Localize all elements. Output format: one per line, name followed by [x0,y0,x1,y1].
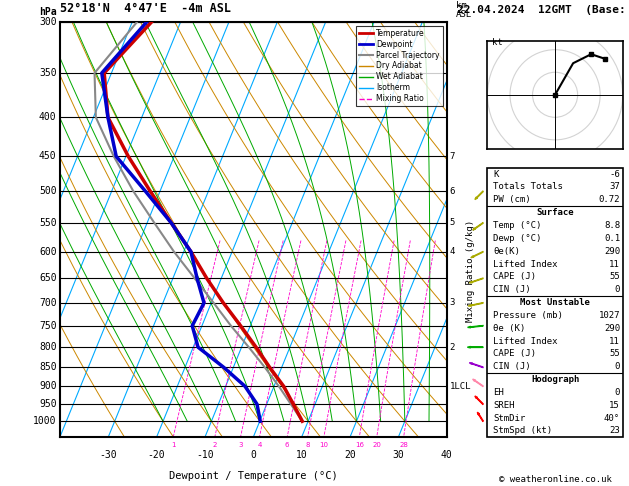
Text: 11: 11 [610,260,620,268]
Text: 11: 11 [610,337,620,346]
Text: 8.8: 8.8 [604,221,620,230]
Text: Lifted Index: Lifted Index [493,337,557,346]
Text: PW (cm): PW (cm) [493,195,530,204]
Text: 1027: 1027 [599,311,620,320]
Legend: Temperature, Dewpoint, Parcel Trajectory, Dry Adiabat, Wet Adiabat, Isotherm, Mi: Temperature, Dewpoint, Parcel Trajectory… [357,26,443,106]
Text: θe(K): θe(K) [493,247,520,256]
Text: 290: 290 [604,247,620,256]
Text: 850: 850 [39,362,57,372]
Text: Dewpoint / Temperature (°C): Dewpoint / Temperature (°C) [169,471,338,481]
Text: 500: 500 [39,186,57,196]
Text: 5: 5 [450,218,455,227]
Text: 55: 55 [610,349,620,358]
Text: 900: 900 [39,382,57,391]
Text: -20: -20 [148,450,165,460]
Text: © weatheronline.co.uk: © weatheronline.co.uk [499,474,611,484]
Text: 3: 3 [450,298,455,308]
Text: 450: 450 [39,151,57,161]
Text: 300: 300 [39,17,57,27]
Text: Lifted Index: Lifted Index [493,260,557,268]
Text: 28: 28 [399,442,408,448]
Text: Mixing Ratio (g/kg): Mixing Ratio (g/kg) [466,220,475,322]
Text: 40°: 40° [604,414,620,423]
Text: 30: 30 [392,450,404,460]
Text: 7: 7 [450,152,455,161]
Text: EH: EH [493,388,504,397]
Text: 1LCL: 1LCL [450,382,471,391]
Text: 290: 290 [604,324,620,333]
Text: 10: 10 [296,450,308,460]
Text: km
ASL: km ASL [456,1,472,19]
Text: 750: 750 [39,321,57,331]
Text: 350: 350 [39,68,57,78]
Text: 2: 2 [213,442,217,448]
Text: 3: 3 [238,442,243,448]
Text: 23: 23 [610,427,620,435]
Text: 600: 600 [39,247,57,257]
Text: 40: 40 [441,450,452,460]
Text: 6: 6 [285,442,289,448]
Text: 0: 0 [615,388,620,397]
Text: 10: 10 [320,442,328,448]
Text: 800: 800 [39,342,57,352]
Text: Dewp (°C): Dewp (°C) [493,234,542,243]
Text: CAPE (J): CAPE (J) [493,349,536,358]
Text: 37: 37 [610,182,620,191]
Text: Pressure (mb): Pressure (mb) [493,311,563,320]
Text: -10: -10 [196,450,214,460]
Text: -6: -6 [610,170,620,178]
Text: 20: 20 [344,450,356,460]
Text: θe (K): θe (K) [493,324,525,333]
Text: Hodograph: Hodograph [531,375,579,384]
Text: 2: 2 [450,343,455,352]
Text: 6: 6 [450,187,455,196]
Text: 0.72: 0.72 [599,195,620,204]
Text: 650: 650 [39,273,57,283]
Text: Surface: Surface [537,208,574,217]
Text: K: K [493,170,498,178]
Text: -30: -30 [99,450,117,460]
Text: 0: 0 [615,285,620,294]
Text: 16: 16 [355,442,364,448]
Text: StmSpd (kt): StmSpd (kt) [493,427,552,435]
Text: 4: 4 [450,247,455,256]
Text: Most Unstable: Most Unstable [520,298,590,307]
Text: 52°18'N  4°47'E  -4m ASL: 52°18'N 4°47'E -4m ASL [60,1,231,15]
Text: 1000: 1000 [33,416,57,426]
Text: Temp (°C): Temp (°C) [493,221,542,230]
Text: 55: 55 [610,272,620,281]
Text: 950: 950 [39,399,57,409]
Text: 20: 20 [372,442,381,448]
Text: 15: 15 [610,401,620,410]
Text: 400: 400 [39,112,57,122]
Text: 700: 700 [39,298,57,308]
Text: 0: 0 [615,362,620,371]
Text: 22.04.2024  12GMT  (Base: 06): 22.04.2024 12GMT (Base: 06) [457,4,629,15]
Text: 8: 8 [305,442,310,448]
Text: StmDir: StmDir [493,414,525,423]
Text: 0.1: 0.1 [604,234,620,243]
Text: CIN (J): CIN (J) [493,362,530,371]
Text: hPa: hPa [39,7,57,17]
Text: Totals Totals: Totals Totals [493,182,563,191]
Text: 550: 550 [39,218,57,228]
Text: 4: 4 [257,442,262,448]
Text: SREH: SREH [493,401,515,410]
Text: 1: 1 [171,442,175,448]
Text: CAPE (J): CAPE (J) [493,272,536,281]
Text: CIN (J): CIN (J) [493,285,530,294]
Text: 0: 0 [250,450,256,460]
Text: kt: kt [492,38,503,47]
